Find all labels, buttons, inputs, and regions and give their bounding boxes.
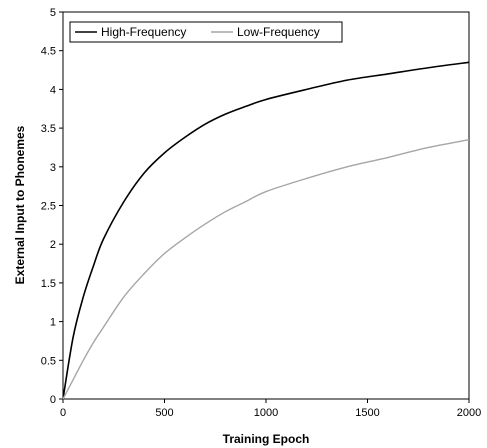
x-tick-label: 0 <box>60 407 66 419</box>
legend-label-low-frequency: Low-Frequency <box>237 25 320 39</box>
x-tick-label: 1000 <box>254 407 278 419</box>
x-axis: 0 500 1000 1500 2000 <box>60 399 481 419</box>
plot-area <box>62 11 470 400</box>
y-axis-title: External Input to Phonemes <box>13 125 27 284</box>
y-tick-label: 2.5 <box>41 201 56 213</box>
y-axis: 0 0.5 1 1.5 2 2.5 3 3.5 4 4.5 5 <box>41 7 63 406</box>
series-layer <box>62 61 470 400</box>
legend-label-high-frequency: High-Frequency <box>101 25 186 39</box>
y-tick-label: 3.5 <box>41 123 56 135</box>
y-tick-label: 4.5 <box>41 46 56 58</box>
x-axis-title: Training Epoch <box>223 432 310 446</box>
y-tick-label: 0 <box>50 394 56 406</box>
legend-box <box>69 21 343 43</box>
y-tick-label: 1.5 <box>41 278 56 290</box>
x-tick-label: 2000 <box>457 407 481 419</box>
series-line-low-frequency <box>62 139 470 400</box>
y-tick-label: 2 <box>50 239 56 251</box>
y-tick-label: 5 <box>50 7 56 19</box>
legend: High-Frequency Low-Frequency <box>69 21 343 43</box>
series-line-high-frequency <box>62 61 470 400</box>
y-tick-label: 1 <box>50 317 56 329</box>
x-tick-label: 1500 <box>355 407 379 419</box>
x-tick-label: 500 <box>155 407 173 419</box>
y-tick-label: 0.5 <box>41 355 56 367</box>
y-tick-label: 3 <box>50 162 56 174</box>
y-tick-label: 4 <box>50 84 56 96</box>
